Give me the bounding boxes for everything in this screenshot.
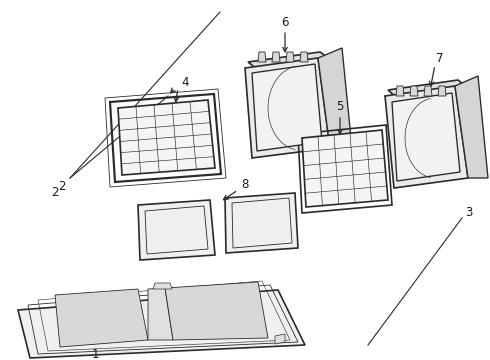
- Text: 8: 8: [241, 177, 249, 190]
- Text: 3: 3: [465, 206, 472, 219]
- Polygon shape: [165, 282, 268, 340]
- Polygon shape: [245, 58, 330, 158]
- Polygon shape: [424, 86, 432, 96]
- Polygon shape: [248, 52, 342, 78]
- Polygon shape: [148, 288, 173, 340]
- Polygon shape: [438, 86, 446, 96]
- Polygon shape: [410, 86, 418, 96]
- Polygon shape: [153, 283, 172, 289]
- Polygon shape: [258, 52, 266, 62]
- Polygon shape: [455, 76, 488, 178]
- Polygon shape: [118, 100, 215, 175]
- Text: 2: 2: [58, 180, 66, 193]
- Text: 1: 1: [91, 347, 99, 360]
- Text: 6: 6: [281, 15, 289, 28]
- Polygon shape: [302, 130, 388, 207]
- Polygon shape: [385, 86, 468, 188]
- Polygon shape: [272, 52, 280, 62]
- Polygon shape: [252, 64, 322, 151]
- Text: 7: 7: [436, 51, 444, 64]
- Polygon shape: [55, 289, 148, 347]
- Text: 5: 5: [336, 100, 343, 113]
- Polygon shape: [392, 93, 460, 181]
- Polygon shape: [318, 48, 352, 148]
- Polygon shape: [388, 80, 478, 106]
- Polygon shape: [300, 52, 308, 62]
- Text: 4: 4: [181, 77, 189, 90]
- Polygon shape: [225, 193, 298, 253]
- Polygon shape: [275, 334, 285, 344]
- Polygon shape: [138, 200, 215, 260]
- Polygon shape: [286, 52, 294, 62]
- Polygon shape: [18, 290, 305, 358]
- Text: 2: 2: [51, 185, 59, 198]
- Polygon shape: [396, 86, 404, 96]
